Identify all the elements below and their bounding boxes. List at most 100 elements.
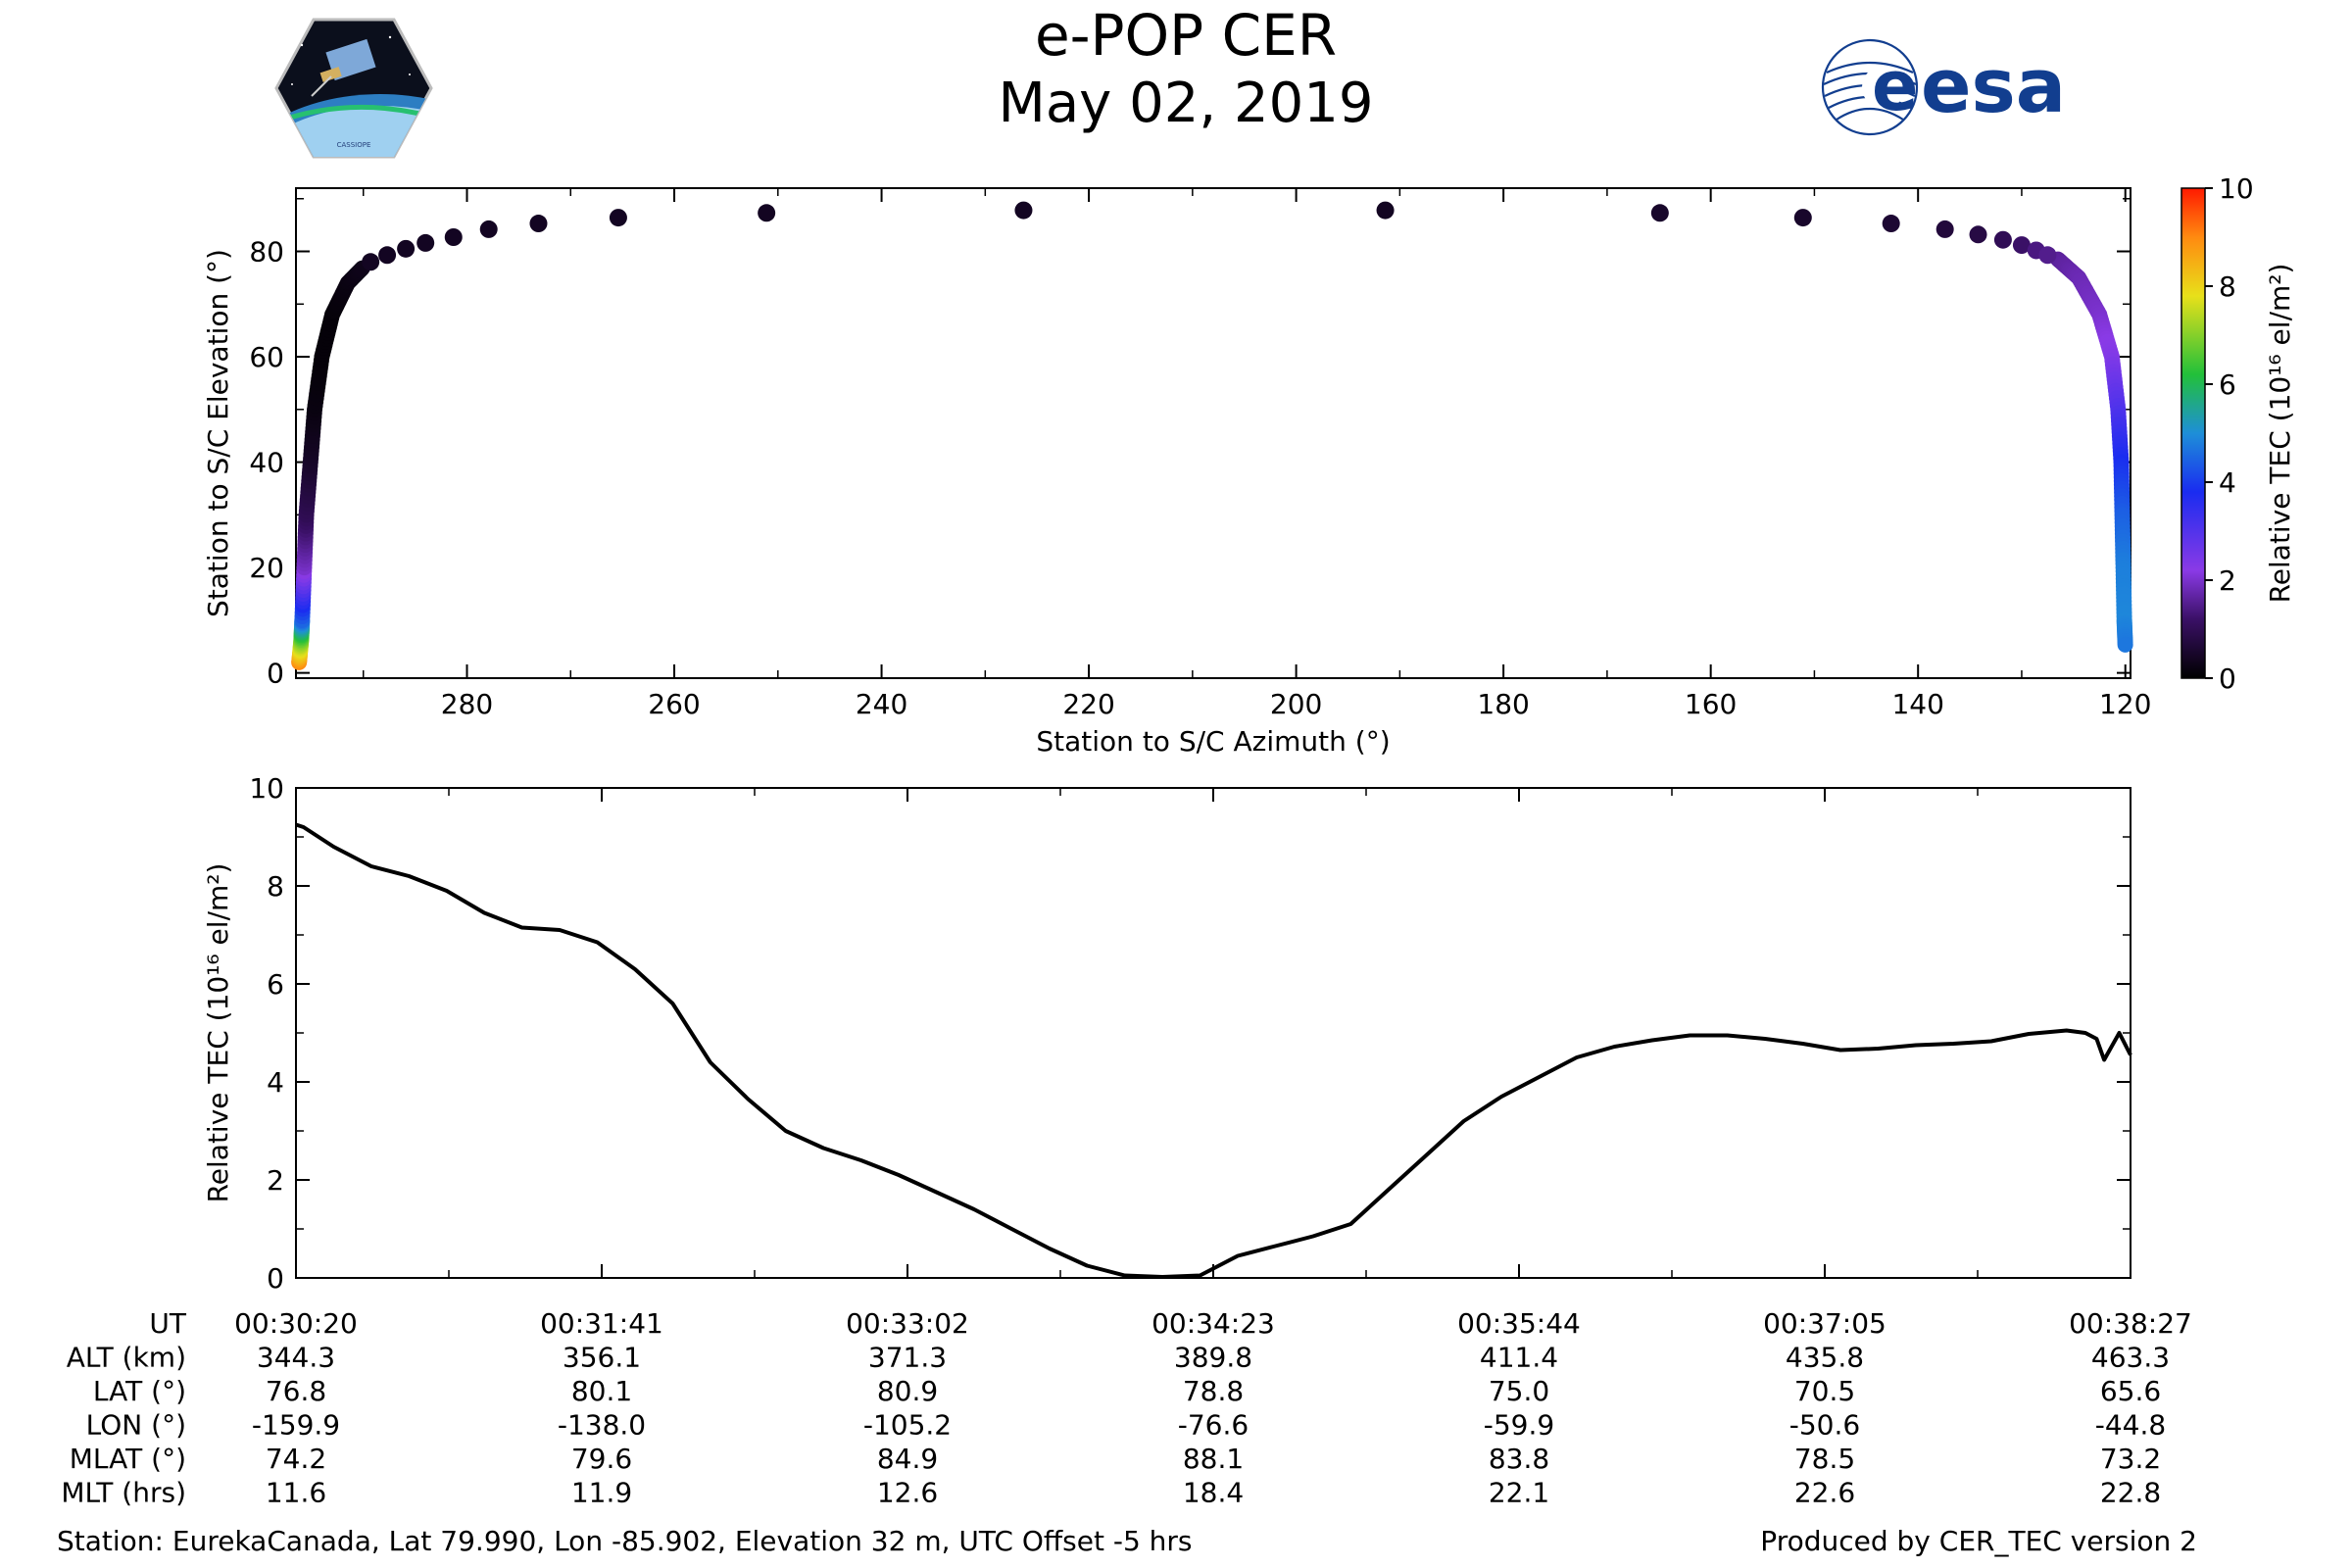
plot2-ytick-label: 4 (267, 1066, 284, 1099)
plot1-ytick-label: 20 (249, 552, 284, 584)
colorbar-gradient (2180, 187, 2206, 679)
scatter-point (758, 204, 776, 222)
esa-logo-icon: e esa (1813, 33, 2107, 141)
table-cell: 73.2 (2100, 1443, 2161, 1475)
table-cell: 78.8 (1183, 1375, 1244, 1407)
scatter-point (1793, 209, 1812, 227)
table-cell: 00:34:23 (1152, 1307, 1275, 1340)
table-cell: -105.2 (863, 1409, 952, 1442)
table-row-label: ALT (km) (67, 1342, 186, 1374)
scatter-point (529, 215, 548, 233)
table-cell: 18.4 (1183, 1477, 1244, 1509)
table-cell: 435.8 (1786, 1342, 1864, 1374)
plot1-xtick-label: 280 (441, 688, 493, 720)
table-cell: 356.1 (563, 1342, 641, 1374)
table-cell: 76.8 (266, 1375, 326, 1407)
scatter-point (378, 246, 397, 265)
tec-time-plot: 0 2 4 6 8 10 Relative TEC (10¹⁶ el/m²) (202, 772, 2132, 1295)
table-cell: 371.3 (868, 1342, 947, 1374)
table-cell: 75.0 (1489, 1375, 1549, 1407)
table-cell: 11.6 (266, 1477, 326, 1509)
table-cell: 344.3 (257, 1342, 335, 1374)
scatter-point (609, 209, 627, 227)
scatter-point (1969, 225, 1987, 244)
plot1-xtick-label: 160 (1685, 688, 1737, 720)
scatter-point (362, 253, 380, 271)
plot1-ylabel: Station to S/C Elevation (°) (202, 249, 234, 617)
scatter-point (2038, 246, 2057, 265)
table-row-label: MLT (hrs) (61, 1477, 186, 1509)
chart-title: e-POP CER (1035, 2, 1337, 69)
plot1-xtick-label: 260 (648, 688, 700, 720)
table-cell: 00:37:05 (1763, 1307, 1886, 1340)
table-cell: 411.4 (1480, 1342, 1558, 1374)
right-branch-point (2117, 636, 2133, 653)
plot2-ytick-label: 0 (267, 1262, 284, 1295)
colorbar-tick-label: 4 (2219, 466, 2236, 499)
colorbar-tick-label: 2 (2219, 564, 2236, 597)
table-cell: 00:38:27 (2069, 1307, 2192, 1340)
plot2-frame (295, 787, 2132, 1279)
table-cell: 65.6 (2100, 1375, 2161, 1407)
table-cell: 22.6 (1794, 1477, 1855, 1509)
table-cell: 83.8 (1489, 1443, 1549, 1475)
plot2-ytick-label: 6 (267, 968, 284, 1001)
plot1-xtick-label: 220 (1062, 688, 1114, 720)
table-cell: 80.9 (877, 1375, 938, 1407)
table-cell: 00:33:02 (846, 1307, 969, 1340)
plot1-xtick-label: 180 (1477, 688, 1529, 720)
table-cell: 70.5 (1794, 1375, 1855, 1407)
table-cell: 80.1 (571, 1375, 632, 1407)
colorbar: 0 2 4 6 8 10 Relative TEC (10¹⁶ el/m²) (2180, 172, 2296, 695)
plot1-xtick-label: 140 (1891, 688, 1943, 720)
table-cell: 22.1 (1489, 1477, 1549, 1509)
plot2-ytick-label: 10 (249, 772, 284, 805)
plot1-xtick-label: 240 (856, 688, 907, 720)
footer-produced: Produced by CER_TEC version 2 (1760, 1525, 2197, 1557)
svg-text:CASSIOPE: CASSIOPE (337, 141, 371, 149)
scatter-point (479, 220, 498, 238)
table-cell: 74.2 (266, 1443, 326, 1475)
plot1-frame (295, 187, 2132, 679)
table-cell: -59.9 (1484, 1409, 1554, 1442)
plot1-ytick-label: 0 (267, 658, 284, 690)
cassiope-mission-badge-icon: CASSIOPE (272, 16, 435, 161)
table-cell: -44.8 (2095, 1409, 2166, 1442)
table-cell: 389.8 (1174, 1342, 1252, 1374)
scatter-point (416, 233, 435, 252)
table-cell: 22.8 (2100, 1477, 2161, 1509)
scatter-point (2012, 236, 2031, 255)
table-cell: 78.5 (1794, 1443, 1855, 1475)
table-row-label: UT (149, 1307, 186, 1340)
table-cell: 84.9 (877, 1443, 938, 1475)
plot1-ytick-label: 80 (249, 236, 284, 269)
plot2-ytick-label: 2 (267, 1164, 284, 1197)
plot1-xtick-label: 120 (2099, 688, 2151, 720)
scatter-point (1993, 230, 2012, 249)
table-cell: -76.6 (1178, 1409, 1249, 1442)
table-row-label: MLAT (°) (70, 1443, 186, 1475)
plot1-xtick-label: 200 (1270, 688, 1322, 720)
table-cell: 00:35:44 (1457, 1307, 1581, 1340)
scatter-point (1014, 201, 1033, 220)
colorbar-tick-label: 0 (2219, 662, 2236, 695)
svg-text:e: e (1872, 46, 1918, 126)
table-cell: -159.9 (252, 1409, 340, 1442)
elevation-azimuth-plot: 280 260 240 220 200 180 160 140 120 0 20 40 60 80 St… (202, 187, 2151, 758)
scatter-point (444, 228, 463, 246)
table-cell: 88.1 (1183, 1443, 1244, 1475)
table-cell: 11.9 (571, 1477, 632, 1509)
plot1-xlabel: Station to S/C Azimuth (°) (1036, 725, 1390, 758)
colorbar-tick-label: 10 (2219, 172, 2254, 205)
table-cell: -138.0 (558, 1409, 646, 1442)
scatter-point (1936, 220, 1954, 238)
scatter-point (1882, 215, 1900, 233)
plot1-ytick-label: 60 (249, 341, 284, 373)
colorbar-label: Relative TEC (10¹⁶ el/m²) (2264, 264, 2296, 604)
table-cell: -50.6 (1789, 1409, 1860, 1442)
scatter-point (1650, 204, 1669, 222)
table-cell: 463.3 (2091, 1342, 2170, 1374)
svg-text:esa: esa (1921, 42, 2066, 129)
